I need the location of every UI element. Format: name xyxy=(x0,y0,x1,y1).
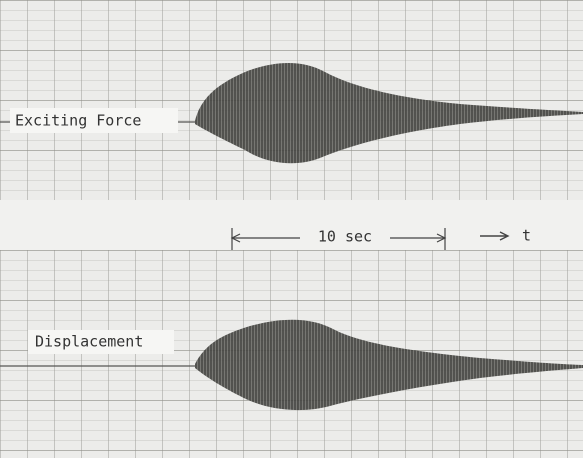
time-arrow xyxy=(480,231,510,241)
scale-label: 10 sec xyxy=(318,228,372,246)
trace-label: Displacement xyxy=(35,333,143,351)
force-envelope xyxy=(195,62,583,164)
trace-label: Exciting Force xyxy=(15,112,141,130)
time-band xyxy=(0,200,583,250)
label-box xyxy=(28,330,174,354)
displacement-envelope xyxy=(195,319,583,411)
scale-label-bg xyxy=(300,226,390,248)
scale-arrows xyxy=(230,233,447,243)
time-axis-label: t xyxy=(522,227,531,245)
label-box xyxy=(10,108,178,133)
